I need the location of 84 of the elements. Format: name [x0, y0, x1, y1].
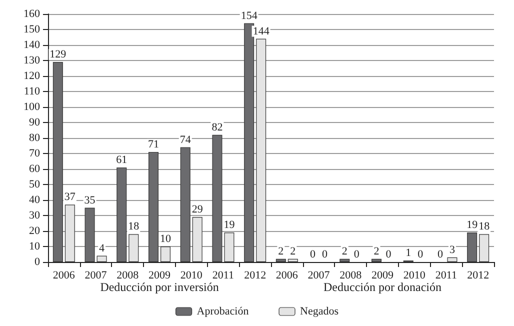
- y-tick-label: 160: [24, 8, 40, 20]
- bar: [148, 152, 158, 262]
- data-label: 0: [437, 248, 444, 260]
- data-label: 2: [374, 245, 380, 258]
- bar: [224, 232, 234, 262]
- bar: [96, 256, 107, 262]
- y-tick-label: 130: [24, 54, 40, 66]
- legend-label: Negados: [300, 306, 339, 318]
- data-label: 144: [252, 25, 270, 38]
- data-label: 0: [418, 248, 424, 260]
- bar: [128, 234, 139, 262]
- data-label: 18: [478, 220, 490, 233]
- x-tick-label: 2011: [435, 270, 458, 282]
- data-label: 0: [386, 248, 392, 260]
- data-label: 61: [116, 154, 128, 166]
- data-label: 2: [278, 245, 284, 258]
- data-label: 10: [160, 233, 172, 245]
- x-tick-label: 2008: [116, 270, 140, 282]
- y-tick-label: 120: [24, 70, 40, 82]
- y-tick-label: 80: [29, 132, 40, 144]
- bar: [479, 234, 490, 262]
- bar: [160, 246, 170, 262]
- bar: [467, 232, 478, 262]
- y-tick-label: 110: [24, 86, 40, 98]
- x-tick-label: 2010: [180, 270, 203, 282]
- data-label: 71: [148, 138, 159, 150]
- bar: [52, 62, 63, 262]
- x-tick-label: 2012: [244, 270, 266, 282]
- data-label: 18: [128, 220, 140, 233]
- x-tick-label: 2007: [308, 270, 330, 282]
- data-label: 129: [50, 48, 67, 61]
- data-label: 2: [342, 245, 348, 258]
- bar: [244, 23, 254, 262]
- bar: [180, 147, 190, 262]
- legend-label: Aprobación: [196, 306, 250, 318]
- y-tick-label: 20: [29, 225, 40, 237]
- data-label: 35: [84, 194, 96, 206]
- y-tick-label: 90: [29, 116, 40, 128]
- bar: [288, 258, 298, 262]
- y-tick-label: 10: [29, 240, 40, 252]
- x-tick-label: 2006: [52, 270, 76, 282]
- data-label: 37: [64, 191, 76, 204]
- bar: [212, 134, 222, 262]
- bar: [372, 258, 382, 262]
- x-tick-label: 2009: [148, 270, 171, 282]
- bar: [256, 38, 266, 262]
- data-label: 74: [180, 134, 192, 146]
- data-label: 4: [99, 242, 106, 254]
- data-label: 19: [224, 219, 236, 232]
- y-tick-label: 150: [24, 24, 40, 36]
- x-tick-label: 2007: [84, 270, 108, 282]
- bar: [447, 257, 458, 262]
- data-label: 1: [406, 246, 412, 259]
- text: Deducción por donación: [324, 280, 442, 294]
- x-tick-label: 2010: [403, 270, 426, 282]
- x-tick-label: 2006: [276, 270, 298, 282]
- y-tick-label: 100: [24, 101, 40, 113]
- x-tick-label: 2012: [467, 270, 490, 282]
- data-label: 19: [466, 219, 478, 232]
- y-tick-label: 40: [29, 194, 40, 206]
- y-tick-label: 30: [29, 210, 40, 222]
- bar: [276, 258, 286, 262]
- y-tick-label: 0: [34, 256, 40, 268]
- bar: [340, 258, 350, 262]
- data-label: 0: [322, 248, 328, 260]
- data-label: 0: [310, 248, 316, 260]
- bar: [84, 208, 95, 262]
- x-tick-label: 2008: [340, 270, 362, 282]
- x-tick-label: 2011: [212, 270, 234, 282]
- y-tick-label: 50: [29, 178, 40, 190]
- bar: [192, 217, 202, 262]
- data-label: 154: [240, 10, 258, 22]
- data-label: 82: [212, 121, 223, 134]
- bar: [116, 167, 127, 262]
- y-tick-label: 70: [29, 148, 40, 160]
- data-label: 2: [290, 245, 296, 258]
- data-label: 29: [192, 204, 204, 216]
- y-tick-label: 60: [29, 163, 40, 175]
- data-label: 3: [449, 244, 456, 256]
- data-label: 0: [354, 248, 360, 260]
- text: Deducción por inversión: [100, 280, 219, 294]
- bar: [64, 204, 75, 262]
- x-tick-label: 2009: [372, 270, 394, 282]
- y-tick-label: 140: [24, 39, 40, 51]
